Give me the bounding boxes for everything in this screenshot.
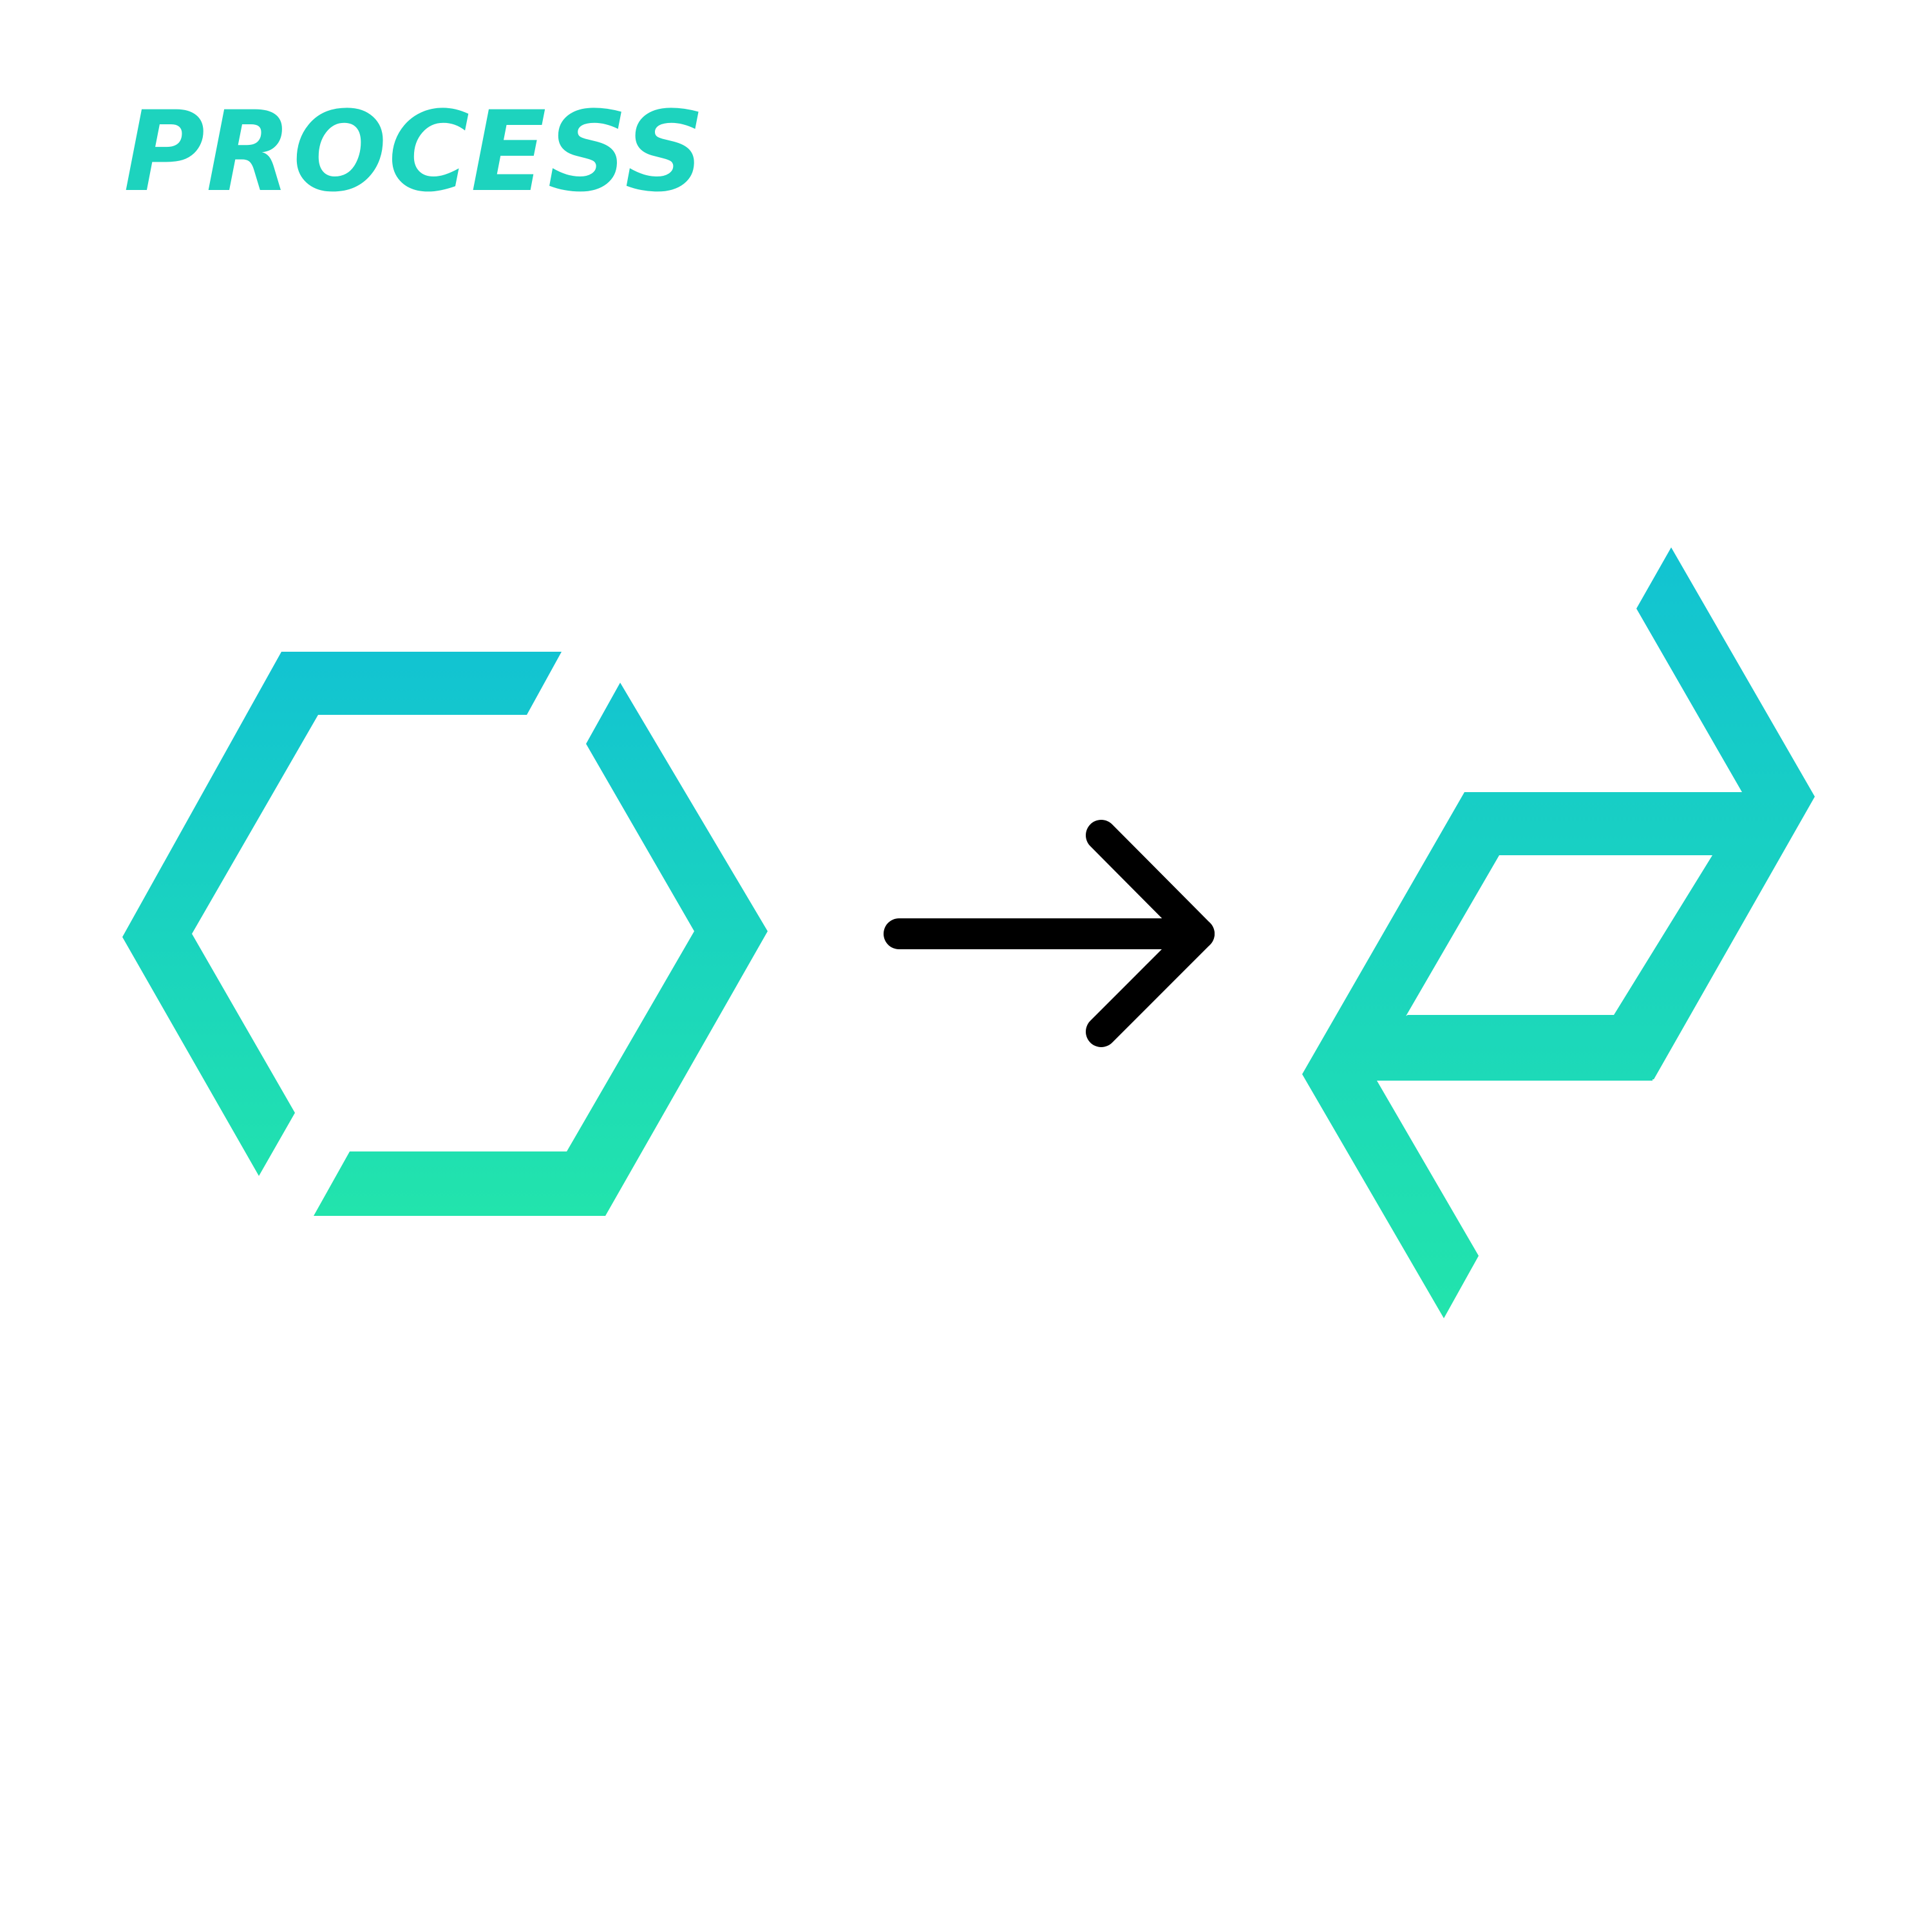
logo-lower-segment <box>1302 1015 1653 1318</box>
hexagon-right-segment <box>314 683 768 1216</box>
arrow-icon <box>884 820 1215 1047</box>
arrow-head <box>1086 820 1215 1047</box>
broken-hexagon-logo <box>122 652 768 1216</box>
page-title: PROCESS <box>124 87 706 216</box>
parallelogram-logo <box>1302 547 1815 1318</box>
logo-upper-segment <box>1302 547 1815 1104</box>
hexagon-left-segment <box>122 652 562 1176</box>
